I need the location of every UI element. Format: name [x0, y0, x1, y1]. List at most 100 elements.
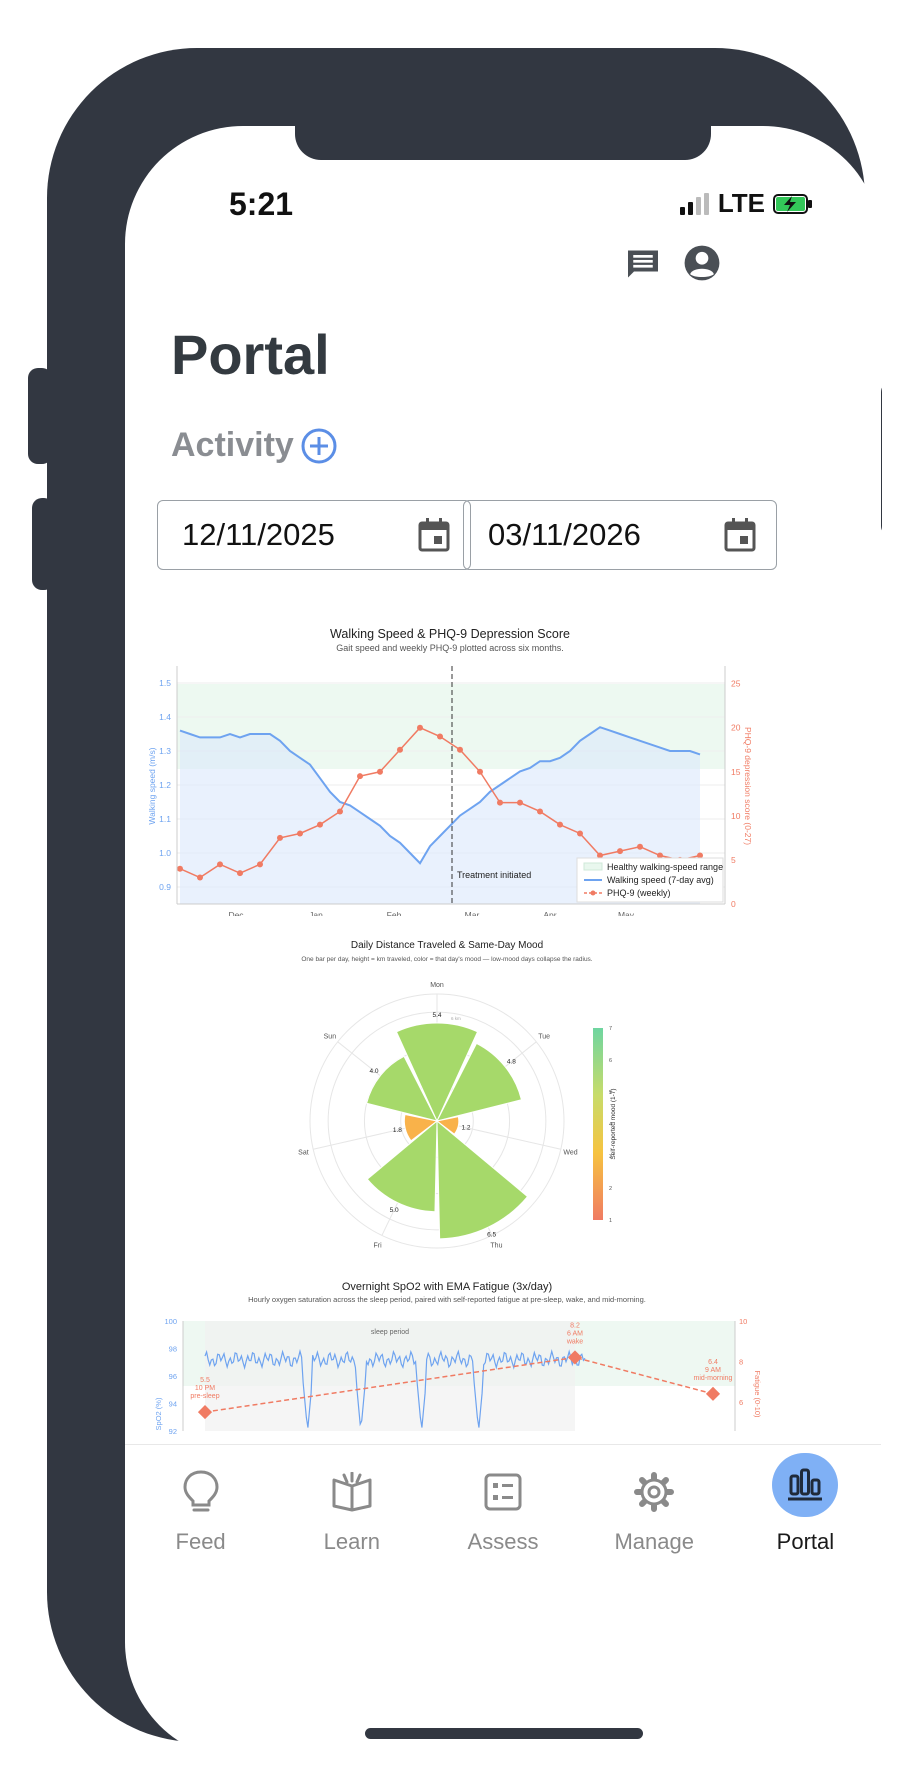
x-tick-label: Mar: [465, 910, 480, 916]
day-label: Sat: [298, 1149, 309, 1156]
bar-value-label: 5.4: [432, 1012, 441, 1019]
battery-icon: [773, 193, 812, 214]
bar-value-label: 6.5: [487, 1231, 496, 1238]
left-tick-label: 0.9: [159, 882, 171, 892]
end-date-value: 03/11/2026: [488, 517, 641, 552]
chart-subtitle: One bar per day, height = km traveled, c…: [301, 956, 592, 963]
right-tick-label: 15: [731, 767, 741, 777]
charts-scroll-area[interactable]: Walking Speed & PHQ-9 Depression Score G…: [125, 606, 881, 1441]
chart-subtitle: Hourly oxygen saturation across the slee…: [248, 1295, 646, 1304]
calendar-icon[interactable]: [418, 518, 450, 552]
day-label: Sun: [324, 1034, 337, 1041]
mood-colorbar: [593, 1028, 603, 1220]
day-bar: [436, 1042, 523, 1122]
day-bar: [395, 1022, 479, 1123]
tab-assess[interactable]: Assess: [427, 1445, 578, 1555]
phq-point: [557, 821, 563, 828]
day-bar: [366, 1119, 438, 1213]
day-label: Thu: [490, 1242, 502, 1249]
phq-point: [397, 746, 403, 753]
day-bar: [403, 1113, 439, 1142]
tab-feed[interactable]: Feed: [125, 1445, 276, 1555]
tab-label: Assess: [467, 1529, 539, 1554]
add-activity-icon[interactable]: [300, 427, 338, 465]
marker-value: 5.5: [200, 1377, 210, 1384]
phq-point: [517, 799, 523, 806]
left-tick-label: 1.3: [159, 746, 171, 756]
phq-point: [257, 861, 263, 868]
tab-learn[interactable]: Learn: [276, 1445, 427, 1555]
checklist-icon: [484, 1473, 522, 1511]
phq-point: [417, 724, 423, 731]
colorbar-tick: 2: [609, 1186, 612, 1192]
bar-value-label: 4.8: [507, 1059, 516, 1066]
bottom-tab-bar: Feed Learn: [125, 1444, 881, 1555]
svg-text:Healthy walking-speed range: Healthy walking-speed range: [607, 862, 723, 872]
phq-point: [317, 821, 323, 828]
bar-value-label: 4.0: [369, 1068, 378, 1075]
bar-value-label: 1.2: [462, 1125, 471, 1132]
left-tick-label: 1.0: [159, 848, 171, 858]
marker-time: 6 AM: [567, 1330, 583, 1337]
colorbar-tick: 4: [609, 1122, 612, 1128]
chat-icon[interactable]: [625, 246, 661, 282]
x-tick-label: Jan: [309, 910, 323, 916]
phq-point: [637, 843, 643, 850]
marker-tag: mid-morning: [694, 1375, 733, 1382]
gear-icon: [634, 1472, 675, 1512]
day-bar: [435, 1116, 460, 1135]
left-tick-label: 96: [169, 1372, 177, 1381]
colorbar-tick: 6: [609, 1058, 612, 1064]
status-time: 5:21: [229, 186, 294, 222]
colorbar-tick: 5: [609, 1090, 612, 1096]
tab-label: Learn: [323, 1529, 380, 1554]
fatigue-marker: [705, 1386, 721, 1401]
right-tick-label: 5: [731, 855, 736, 865]
left-tick-label: 98: [169, 1345, 177, 1354]
calendar-icon[interactable]: [724, 518, 756, 552]
left-tick-label: 1.5: [159, 678, 171, 688]
marker-tag: wake: [566, 1338, 583, 1345]
spo2-fatigue-chart: Overnight SpO2 with EMA Fatigue (3x/day)…: [154, 1281, 762, 1436]
right-tick-label: 10: [739, 1317, 747, 1326]
bar-chart-icon: [788, 1468, 823, 1501]
left-tick-label: 100: [164, 1317, 177, 1326]
chart-title: Overnight SpO2 with EMA Fatigue (3x/day): [342, 1281, 552, 1293]
left-tick-label: 94: [169, 1400, 177, 1409]
signal-icon: [679, 192, 709, 215]
start-date-field[interactable]: 12/11/2025: [157, 500, 471, 570]
end-date-field[interactable]: 03/11/2026: [463, 500, 777, 570]
phq-point: [477, 768, 483, 775]
colorbar-tick: 7: [609, 1026, 612, 1032]
sleep-period-label: sleep period: [371, 1329, 409, 1336]
right-tick-label: 8: [739, 1357, 743, 1366]
phq-point: [697, 852, 703, 859]
day-bar: [366, 1055, 438, 1122]
tab-portal[interactable]: Portal: [730, 1445, 881, 1555]
chart-legend: Healthy walking-speed range Walking spee…: [576, 857, 724, 903]
tab-manage[interactable]: Manage: [579, 1445, 730, 1555]
phq-point: [277, 834, 283, 841]
phq-point: [197, 874, 203, 881]
marker-value: 6.4: [708, 1359, 718, 1366]
phq-point: [497, 799, 503, 806]
walking-speed-chart: Walking Speed & PHQ-9 Depression Score G…: [147, 627, 753, 916]
sleep-period-shade: [205, 1321, 575, 1431]
treatment-annotation: Treatment initiated: [457, 870, 531, 880]
distance-mood-polar-chart: Daily Distance Traveled & Same-Day Mood …: [298, 940, 617, 1249]
page-title: Portal: [171, 323, 330, 386]
x-tick-label: Apr: [543, 910, 556, 916]
phq-point: [217, 861, 223, 868]
activity-label: Activity: [171, 426, 294, 464]
profile-icon[interactable]: [683, 244, 721, 282]
phq-point: [657, 852, 663, 859]
bar-value-label: 1.8: [393, 1127, 402, 1134]
right-axis-label: PHQ-9 depression score (0-27): [743, 727, 753, 845]
phq-point: [377, 768, 383, 775]
x-tick-label: Feb: [387, 910, 402, 916]
svg-text:Walking speed (7-day avg): Walking speed (7-day avg): [607, 875, 714, 885]
day-bar: [436, 1119, 529, 1240]
day-label: Mon: [430, 982, 444, 989]
network-label: LTE: [717, 188, 765, 218]
right-axis-label: Fatigue (0-10): [753, 1370, 762, 1418]
